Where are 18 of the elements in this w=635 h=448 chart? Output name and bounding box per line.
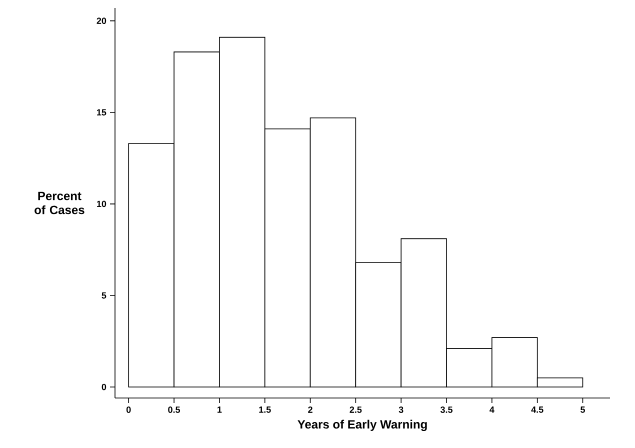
x-tick-label: 0.5 xyxy=(168,406,180,413)
x-tick-label: 1.5 xyxy=(259,406,271,413)
y-tick-label: 10 xyxy=(97,200,106,208)
x-tick-label: 3.5 xyxy=(440,406,453,413)
y-axis-title: Percent of Cases xyxy=(34,192,84,214)
x-tick-label: 4 xyxy=(490,406,494,413)
x-tick-label: 5 xyxy=(580,406,585,413)
x-tick-label: 3 xyxy=(398,406,404,413)
x-tick-label: 1 xyxy=(218,406,222,413)
y-tick-label: 0 xyxy=(102,384,106,390)
x-tick-label: 4.5 xyxy=(531,406,544,413)
x-tick-label: 2.5 xyxy=(350,406,362,413)
x-tick-label: 0 xyxy=(126,406,131,413)
x-tick-label: 2 xyxy=(308,406,312,413)
x-axis-title: Years of Early Warning xyxy=(298,420,427,432)
y-tick-label: 20 xyxy=(96,18,106,24)
y-tick-label: 15 xyxy=(97,109,106,116)
y-tick-label: 5 xyxy=(102,292,106,299)
